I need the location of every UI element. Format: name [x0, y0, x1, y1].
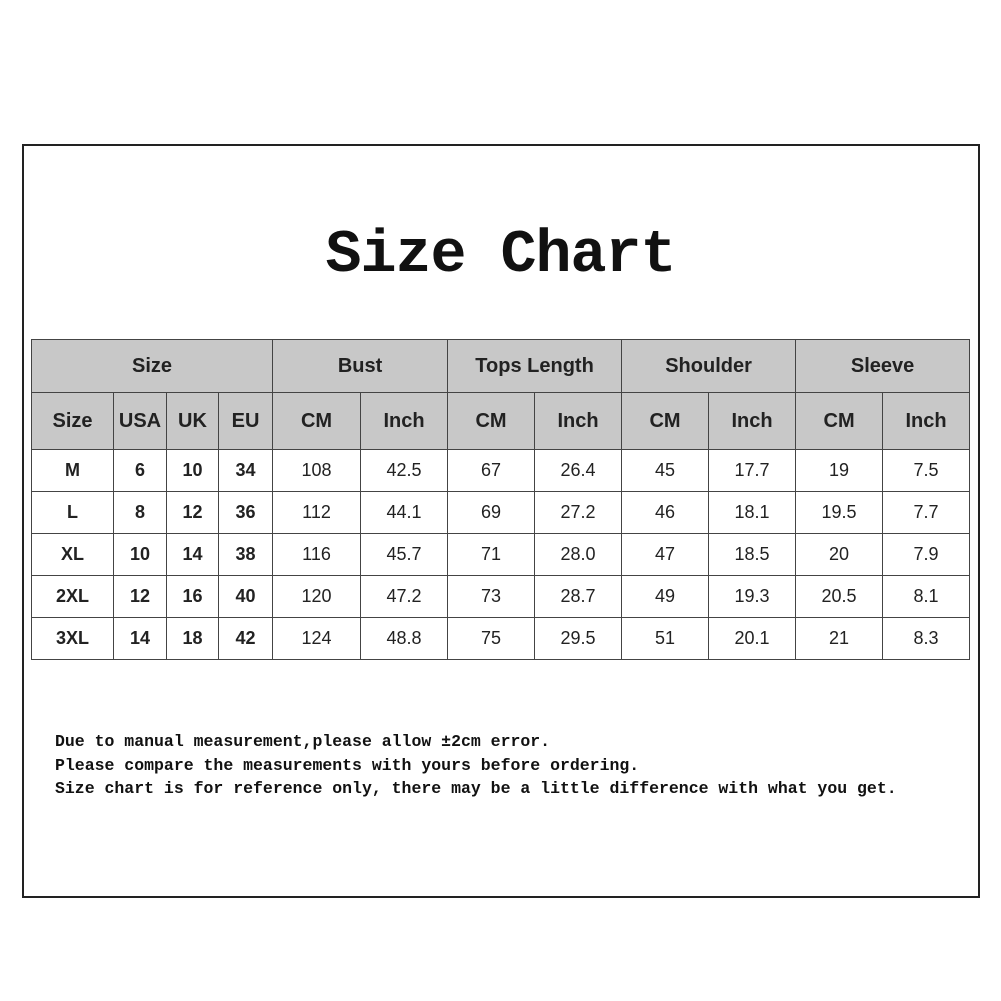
table-cell: 42 — [217, 617, 274, 660]
group-header-row: Size Bust Tops Length Shoulder Sleeve — [30, 339, 971, 393]
table-row: 2XL 12 16 40 120 47.2 73 28.7 49 19.3 20.5 8.1 — [31, 575, 971, 618]
table-cell: 44.1 — [360, 491, 449, 534]
table-cell: 112 — [272, 491, 362, 534]
table-cell: 7.9 — [882, 533, 971, 576]
table-cell: 36 — [217, 491, 274, 534]
column-header: CM — [447, 392, 536, 450]
table-cell: 18.1 — [708, 491, 797, 534]
table-cell: 8 — [113, 491, 167, 534]
table-cell: 20 — [795, 533, 884, 576]
column-header: Inch — [534, 392, 623, 450]
table-cell: 19.3 — [708, 575, 797, 618]
table-cell: 120 — [272, 575, 362, 618]
table-cell: 45.7 — [360, 533, 449, 576]
column-header: CM — [621, 392, 710, 450]
table-cell: 67 — [447, 449, 536, 492]
table-cell: 116 — [272, 533, 362, 576]
table-cell: 26.4 — [534, 449, 623, 492]
group-header: Tops Length — [447, 339, 623, 393]
table-cell: L — [31, 491, 114, 534]
table-cell: 10 — [113, 533, 167, 576]
table-cell: 40 — [217, 575, 274, 618]
table-row: 3XL 14 18 42 124 48.8 75 29.5 51 20.1 21 8.3 — [31, 617, 971, 660]
table-cell: M — [31, 449, 114, 492]
table-cell: XL — [31, 533, 114, 576]
table-cell: 45 — [621, 449, 710, 492]
column-header: Inch — [882, 392, 971, 450]
table-cell: 108 — [272, 449, 362, 492]
table-cell: 7.7 — [882, 491, 971, 534]
table-cell: 14 — [166, 533, 219, 576]
table-cell: 14 — [113, 617, 167, 660]
column-header: Inch — [360, 392, 449, 450]
table-cell: 18 — [166, 617, 219, 660]
table-cell: 2XL — [31, 575, 114, 618]
notes: Due to manual measurement,please allow ±… — [55, 730, 897, 801]
table-cell: 19.5 — [795, 491, 884, 534]
group-header: Bust — [272, 339, 449, 393]
table-cell: 47.2 — [360, 575, 449, 618]
note-line: Please compare the measurements with you… — [55, 755, 640, 775]
table-cell: 12 — [113, 575, 167, 618]
table-cell: 49 — [621, 575, 710, 618]
table-cell: 51 — [621, 617, 710, 660]
table-row: L 8 12 36 112 44.1 69 27.2 46 18.1 19.5 7.7 — [31, 491, 971, 534]
table-cell: 27.2 — [534, 491, 623, 534]
table-row: XL 10 14 38 116 45.7 71 28.0 47 18.5 20 7.9 — [31, 533, 971, 576]
table-cell: 34 — [217, 449, 274, 492]
table-cell: 38 — [217, 533, 274, 576]
table-cell: 20.1 — [708, 617, 797, 660]
table-cell: 8.3 — [882, 617, 971, 660]
table-cell: 124 — [272, 617, 362, 660]
table-cell: 42.5 — [360, 449, 449, 492]
table-cell: 47 — [621, 533, 710, 576]
table-cell: 28.7 — [534, 575, 623, 618]
chart-frame — [22, 144, 980, 898]
column-header: EU — [217, 392, 274, 450]
table-cell: 21 — [795, 617, 884, 660]
note-line: Size chart is for reference only, there … — [55, 779, 897, 798]
table-cell: 69 — [447, 491, 536, 534]
table-cell: 71 — [447, 533, 536, 576]
table-cell: 28.0 — [534, 533, 623, 576]
table-row: M 6 10 34 108 42.5 67 26.4 45 17.7 19 7.5 — [31, 449, 971, 492]
table-cell: 6 — [113, 449, 167, 492]
group-header: Shoulder — [621, 339, 797, 393]
group-header: Size — [30, 339, 274, 393]
table-cell: 8.1 — [882, 575, 971, 618]
column-header: CM — [795, 392, 884, 450]
table-cell: 73 — [447, 575, 536, 618]
table-cell: 18.5 — [708, 533, 797, 576]
table-cell: 46 — [621, 491, 710, 534]
column-header: Inch — [708, 392, 797, 450]
group-header: Sleeve — [795, 339, 971, 393]
table-cell: 3XL — [31, 617, 114, 660]
table-cell: 20.5 — [795, 575, 884, 618]
table-cell: 12 — [166, 491, 219, 534]
table-cell: 75 — [447, 617, 536, 660]
column-header: Size — [31, 392, 114, 450]
table-cell: 16 — [166, 575, 219, 618]
column-header: USA — [113, 392, 167, 450]
table-cell: 29.5 — [534, 617, 623, 660]
column-header: CM — [272, 392, 362, 450]
note-line: Due to manual measurement,please allow ±… — [55, 732, 551, 751]
sub-header-row: Size USA UK EU CM Inch CM Inch CM Inch CM Inch — [31, 392, 971, 450]
page-title: Size Chart — [325, 222, 676, 290]
table-cell: 17.7 — [708, 449, 797, 492]
size-table: Size Bust Tops Length Shoulder Sleeve Size US… — [30, 339, 971, 660]
table-cell: 7.5 — [882, 449, 971, 492]
column-header: UK — [166, 392, 219, 450]
table-cell: 19 — [795, 449, 884, 492]
table-cell: 48.8 — [360, 617, 449, 660]
table-cell: 10 — [166, 449, 219, 492]
